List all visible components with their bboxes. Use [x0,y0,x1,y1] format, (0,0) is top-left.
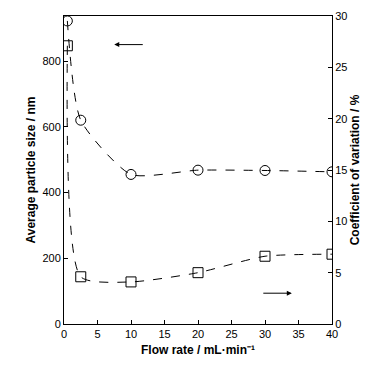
svg-text:0: 0 [55,318,61,330]
svg-text:Average particle size / nm: Average particle size / nm [24,97,38,244]
svg-text:25: 25 [335,61,347,73]
svg-text:10: 10 [335,215,347,227]
svg-text:25: 25 [225,328,237,340]
svg-text:Coefficient of variation / %: Coefficient of variation / % [348,94,362,245]
svg-text:15: 15 [158,328,170,340]
svg-text:20: 20 [335,113,347,125]
svg-text:600: 600 [42,121,60,133]
svg-text:40: 40 [326,328,338,340]
svg-text:30: 30 [335,10,347,22]
svg-text:0: 0 [61,328,67,340]
svg-text:10: 10 [125,328,137,340]
svg-text:5: 5 [335,267,341,279]
svg-text:200: 200 [42,252,60,264]
svg-text:35: 35 [292,328,304,340]
svg-text:30: 30 [259,328,271,340]
svg-text:15: 15 [335,164,347,176]
svg-text:Flow rate / mL·min⁻¹: Flow rate / mL·min⁻¹ [141,343,255,357]
svg-text:800: 800 [42,55,60,67]
svg-text:20: 20 [192,328,204,340]
svg-text:400: 400 [42,186,60,198]
svg-text:5: 5 [94,328,100,340]
svg-text:0: 0 [335,318,341,330]
